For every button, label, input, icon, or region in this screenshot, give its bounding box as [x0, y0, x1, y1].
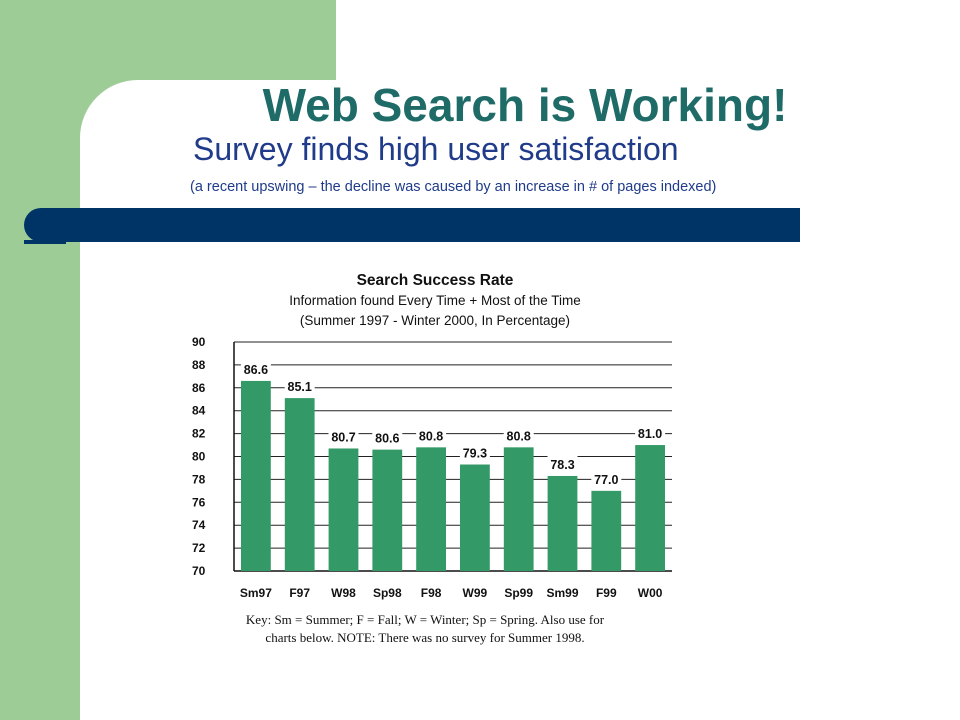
x-tick-label: Sm97: [240, 586, 272, 600]
bar-sp98: [372, 449, 403, 571]
data-label: 80.8: [507, 429, 531, 443]
y-tick-label: 80: [192, 450, 206, 464]
y-tick-label: 88: [192, 358, 206, 372]
data-label-background: [591, 470, 622, 488]
x-tick-label: Sp98: [373, 586, 402, 600]
data-label: 86.6: [244, 363, 268, 377]
title-banner-notch: [24, 240, 66, 244]
y-tick-label: 84: [192, 404, 206, 418]
data-label-background: [459, 444, 490, 462]
bar-sp99: [503, 447, 534, 571]
data-label-background: [372, 429, 403, 447]
data-label: 85.1: [288, 380, 312, 394]
y-tick-label: 90: [192, 335, 206, 349]
x-tick-label: W00: [638, 586, 663, 600]
y-tick-label: 74: [192, 518, 206, 532]
data-label-background: [635, 425, 666, 443]
data-label: 79.3: [463, 447, 487, 461]
bar-sm99: [547, 475, 578, 571]
data-label: 80.7: [331, 430, 355, 444]
bar-w00: [635, 445, 665, 571]
title-banner: [24, 208, 800, 242]
content-panel: [80, 80, 960, 720]
chart-subtitle-line-1: Information found Every Time + Most of t…: [289, 293, 581, 308]
x-tick-label: F97: [289, 586, 310, 600]
bar-w99: [460, 464, 490, 571]
bar-f99: [591, 490, 622, 571]
slide-note: (a recent upswing – the decline was caus…: [190, 179, 717, 195]
data-label: 78.3: [550, 458, 574, 472]
chart-title: Search Success Rate: [357, 272, 514, 289]
x-tick-label: W98: [331, 586, 356, 600]
y-tick-label: 70: [192, 564, 206, 578]
slide-title: Web Search is Working!: [262, 79, 788, 131]
data-label-background: [503, 427, 534, 445]
x-tick-label: Sm99: [546, 586, 578, 600]
chart-subtitle-line-2: (Summer 1997 - Winter 2000, In Percentag…: [300, 313, 570, 328]
data-label-background: [416, 427, 447, 445]
data-label: 77.0: [594, 473, 618, 487]
data-label-background: [328, 428, 359, 446]
y-tick-label: 86: [192, 381, 206, 395]
x-tick-label: F98: [421, 586, 442, 600]
x-tick-label: F99: [596, 586, 617, 600]
bar-f97: [284, 398, 315, 571]
data-label-background: [240, 360, 271, 378]
data-label-background: [547, 455, 578, 473]
y-tick-label: 76: [192, 495, 206, 509]
y-tick-label: 82: [192, 427, 206, 441]
bar-w98: [328, 448, 359, 571]
data-label: 80.6: [375, 432, 399, 446]
search-success-chart: Search Success Rate Information found Ev…: [192, 272, 672, 645]
data-label: 80.8: [419, 429, 443, 443]
x-tick-label: W99: [463, 586, 488, 600]
bar-f98: [416, 447, 446, 571]
data-label: 81.0: [638, 427, 662, 441]
x-tick-label: Sp99: [504, 586, 533, 600]
chart-key-line-2: charts below. NOTE: There was no survey …: [265, 630, 584, 645]
plot-area: 70 72 74 76 78 80 82 84 86 88 90 86.6 Sm97 85.1 F97 80.…: [192, 335, 672, 600]
chart-key-line-1: Key: Sm = Summer; F = Fall; W = Winter; …: [246, 612, 605, 627]
data-label-background: [284, 378, 315, 396]
bar-sm97: [241, 380, 271, 571]
slide-subtitle: Survey finds high user satisfaction: [193, 131, 679, 167]
y-tick-label: 78: [192, 472, 206, 486]
y-tick-label: 72: [192, 541, 206, 555]
